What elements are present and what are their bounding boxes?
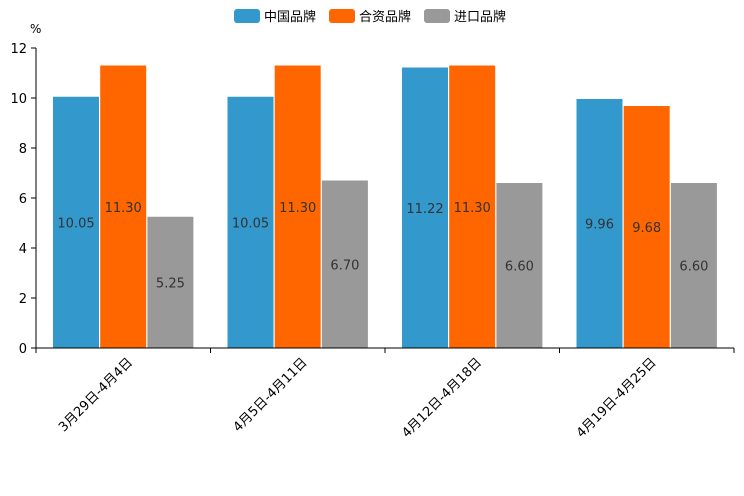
legend-label[interactable]: 中国品牌 bbox=[264, 9, 316, 25]
y-tick-label: 4 bbox=[19, 242, 27, 257]
bar-value-label: 11.30 bbox=[279, 201, 316, 216]
y-tick-label: 8 bbox=[19, 142, 27, 157]
bar-value-label: 11.30 bbox=[105, 201, 142, 216]
bar[interactable] bbox=[670, 183, 717, 348]
y-axis: 0 2 4 6 8 10 12 bbox=[10, 42, 37, 357]
bar[interactable] bbox=[496, 183, 543, 348]
y-tick-label: 12 bbox=[10, 42, 27, 57]
x-category-label: 3月29日-4月4日 bbox=[56, 355, 136, 435]
y-tick-label: 10 bbox=[10, 92, 27, 107]
bar-value-label: 9.96 bbox=[585, 218, 614, 233]
bars: 10.05 11.30 5.25 10.05 11.30 6.70 11.22 11.30 6.… bbox=[53, 65, 717, 349]
x-category-label: 4月5日-4月11日 bbox=[231, 355, 311, 435]
y-tick-label: 2 bbox=[19, 292, 27, 307]
legend-label[interactable]: 进口品牌 bbox=[454, 9, 506, 25]
x-category-label: 4月19日-4月25日 bbox=[574, 355, 660, 441]
bar-value-label: 10.05 bbox=[232, 216, 269, 231]
bar[interactable] bbox=[53, 96, 99, 348]
y-tick-label: 0 bbox=[19, 342, 27, 357]
bar-value-label: 6.60 bbox=[679, 260, 708, 275]
bar[interactable] bbox=[274, 65, 321, 349]
y-tick-label: 6 bbox=[19, 192, 27, 207]
legend: 中国品牌 合资品牌 进口品牌 bbox=[234, 9, 506, 25]
bar-value-label: 11.22 bbox=[406, 202, 443, 217]
bar[interactable] bbox=[147, 216, 194, 348]
bar[interactable] bbox=[402, 67, 448, 349]
bar-value-label: 6.70 bbox=[330, 258, 359, 273]
legend-swatch[interactable] bbox=[329, 9, 355, 23]
legend-swatch[interactable] bbox=[234, 9, 260, 23]
bar-value-label: 10.05 bbox=[57, 216, 94, 231]
bar-value-label: 11.30 bbox=[454, 201, 491, 216]
legend-swatch[interactable] bbox=[424, 9, 450, 23]
bar-value-label: 6.60 bbox=[505, 260, 534, 275]
bar[interactable] bbox=[227, 96, 274, 348]
bar-value-label: 5.25 bbox=[156, 276, 185, 291]
bar-value-label: 9.68 bbox=[632, 221, 661, 236]
bar[interactable] bbox=[623, 106, 670, 348]
bar[interactable] bbox=[576, 99, 623, 348]
x-axis: 3月29日-4月4日 4月5日-4月11日 4月12日-4月18日 4月19日-4月2… bbox=[35, 347, 735, 441]
y-axis-unit-label: % bbox=[30, 22, 41, 36]
x-category-label: 4月12日-4月18日 bbox=[399, 355, 485, 441]
bar[interactable] bbox=[449, 65, 496, 349]
legend-label[interactable]: 合资品牌 bbox=[359, 9, 411, 25]
bar[interactable] bbox=[321, 180, 368, 349]
bar[interactable] bbox=[100, 65, 147, 349]
